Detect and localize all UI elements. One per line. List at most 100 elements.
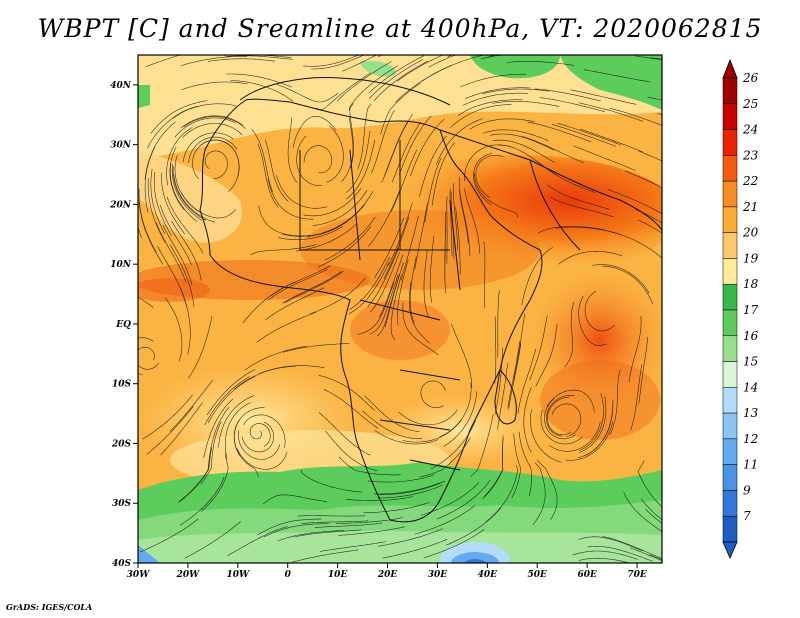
lon-label-0: 0: [285, 570, 292, 580]
streamline: [199, 139, 240, 177]
streamline: [362, 410, 422, 439]
lon-label-10e: 10E: [328, 570, 348, 580]
streamline: [579, 393, 604, 451]
streamline: [494, 316, 497, 384]
streamline: [364, 395, 420, 432]
lon-label-20w: 20W: [176, 570, 201, 580]
colorbar-label-11: 11: [743, 458, 758, 472]
streamline: [312, 190, 368, 226]
streamline: [138, 202, 164, 265]
streamline: [139, 518, 199, 553]
streamline: [398, 409, 458, 426]
streamline: [602, 265, 654, 305]
streamline: [536, 459, 558, 520]
colorbar-swatch-13: [722, 412, 738, 440]
lat-label-40n: 40N: [110, 81, 132, 91]
streamline: [529, 315, 548, 381]
streamline: [146, 406, 194, 455]
streamline: [276, 84, 339, 103]
streamline: [517, 348, 536, 414]
streamline: [368, 59, 424, 99]
lon-label-60e: 60E: [577, 570, 597, 580]
colorbar-swatch-19: [722, 258, 738, 285]
streamline: [423, 529, 485, 559]
streamline: [267, 268, 328, 301]
streamline: [497, 290, 500, 358]
streamline: [173, 174, 216, 223]
colorbar-swatch-16: [722, 335, 738, 362]
streamline: [169, 379, 213, 432]
lat-label-20n: 20N: [109, 200, 132, 210]
streamline: [258, 205, 311, 237]
streamline: [577, 405, 613, 459]
colorbar-swatch-12: [722, 438, 738, 465]
streamline: [583, 69, 651, 83]
colorbar-swatch-21: [722, 206, 738, 233]
streamline: [225, 402, 251, 460]
streamline: [609, 108, 662, 126]
streamline: [373, 60, 428, 101]
streamline: [178, 447, 212, 503]
streamline: [430, 420, 476, 470]
streamline: [395, 65, 452, 103]
streamline: [183, 116, 246, 129]
lat-label-40s: 40S: [112, 559, 132, 569]
streamline: [166, 127, 193, 186]
colorbar-label-18: 18: [743, 277, 759, 291]
streamline: [458, 176, 469, 244]
streamline: [630, 364, 643, 431]
streamline: [459, 189, 471, 257]
streamline: [363, 502, 430, 514]
streamline: [547, 184, 610, 210]
lat-label-10s: 10S: [112, 380, 132, 390]
streamline: [458, 99, 523, 116]
streamline: [207, 376, 256, 423]
streamline: [256, 518, 322, 536]
streamline: [649, 554, 662, 561]
streamline: [234, 365, 297, 390]
streamline: [326, 125, 344, 183]
streamline: [584, 290, 616, 332]
lon-label-30e: 30E: [428, 570, 448, 580]
streamline: [295, 223, 357, 252]
streamline: [170, 244, 195, 308]
streamline: [162, 224, 193, 286]
streamline: [482, 438, 504, 500]
streamline: [647, 96, 662, 101]
streamline: [462, 92, 529, 106]
streamline: [485, 465, 519, 523]
streamline: [249, 423, 271, 447]
lon-label-20e: 20E: [377, 570, 398, 580]
streamline: [138, 302, 139, 303]
streamline: [482, 88, 550, 95]
colorbar-label-24: 24: [742, 123, 758, 137]
streamline: [145, 55, 182, 68]
streamline: [297, 515, 366, 517]
lon-label-40e: 40E: [478, 570, 498, 580]
streamline: [376, 273, 400, 337]
streamline: [429, 235, 435, 303]
streamline: [492, 139, 555, 163]
colorbar-swatch-15: [722, 361, 738, 388]
streamline: [309, 277, 366, 315]
colorbar-swatch-22: [722, 180, 738, 208]
streamline: [262, 494, 328, 505]
streamline: [511, 433, 522, 499]
streamline: [357, 103, 372, 170]
streamline: [150, 100, 208, 134]
streamline: [449, 188, 453, 256]
streamline: [181, 81, 248, 90]
streamline: [518, 431, 532, 497]
streamline: [172, 103, 237, 119]
streamline: [294, 529, 362, 538]
streamline: [144, 146, 156, 213]
streamline: [480, 55, 504, 60]
streamline: [400, 215, 419, 281]
streamline: [278, 225, 344, 240]
streamline: [607, 189, 662, 215]
streamline: [200, 421, 222, 485]
colorbar-label-16: 16: [743, 329, 759, 343]
streamline: [552, 124, 616, 147]
streamline: [645, 508, 662, 524]
